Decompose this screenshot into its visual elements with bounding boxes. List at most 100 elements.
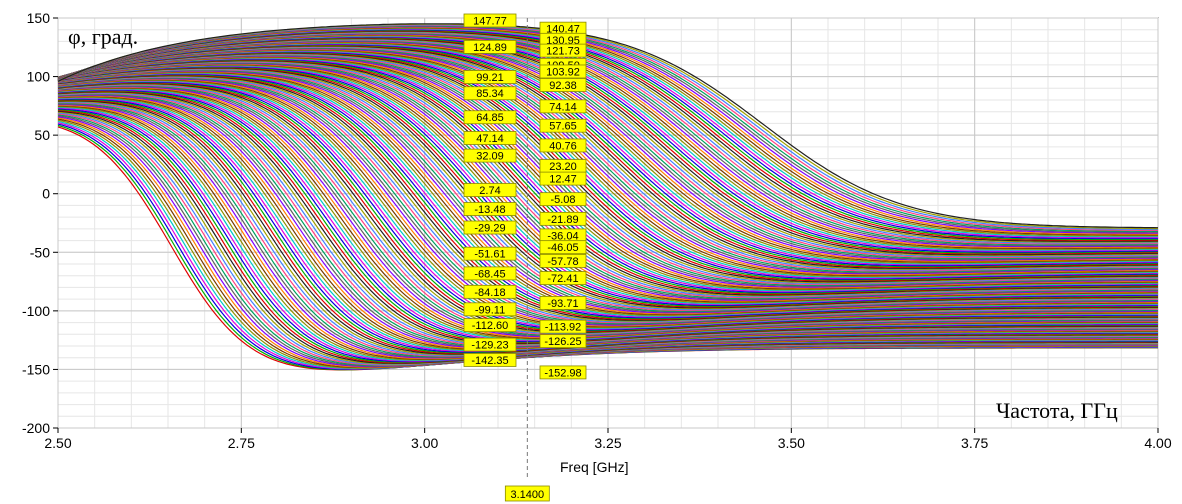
marker-label-right-box: [539, 240, 587, 255]
marker-label-left[interactable]: 147.77: [473, 16, 507, 28]
marker-label-left[interactable]: 2.74: [479, 185, 500, 197]
series-line: [57, 69, 1158, 311]
marker-label-left-box: [463, 246, 517, 261]
y-tick-label: -150: [22, 361, 50, 377]
series-line: [57, 23, 1159, 229]
series-line: [57, 71, 1158, 315]
series-line: [57, 79, 1158, 329]
marker-label-left-box: [463, 40, 517, 54]
series-line: [57, 71, 1159, 316]
marker-label-left[interactable]: 32.09: [476, 151, 504, 163]
x-tick-label: 3.75: [961, 435, 988, 451]
marker-label-right-box: [539, 253, 587, 268]
marker-label-left[interactable]: -29.29: [474, 223, 505, 235]
marker-label-left[interactable]: -51.61: [474, 249, 505, 261]
marker-label-right[interactable]: -152.98: [544, 367, 581, 379]
marker-label-left[interactable]: -142.35: [471, 355, 508, 367]
series-line: [57, 74, 1158, 320]
marker-label-left[interactable]: -112.60: [472, 320, 509, 332]
marker-label-left-box: [463, 70, 517, 84]
x-axis-label: Freq [GHz]: [560, 459, 628, 475]
marker-label-left[interactable]: -13.48: [474, 204, 505, 216]
series-line: [57, 73, 1158, 319]
marker-label-left-box: [463, 183, 517, 197]
marker-label-right-box: [539, 271, 587, 285]
marker-label-right[interactable]: 23.20: [549, 161, 577, 173]
marker-label-left[interactable]: 85.34: [476, 88, 504, 100]
marker-label-right[interactable]: 40.76: [549, 140, 577, 152]
marker-label-left[interactable]: 99.21: [476, 72, 504, 84]
marker-label-right[interactable]: -93.71: [547, 298, 578, 310]
marker-label-right-box: [539, 334, 587, 349]
marker-label-right[interactable]: -72.41: [547, 273, 578, 285]
curves: [57, 23, 1159, 371]
x-tick-label: 2.75: [228, 435, 255, 451]
marker-label-right[interactable]: 103.92: [546, 66, 580, 78]
series-line: [57, 78, 1159, 326]
marker-label-right-box: [539, 171, 587, 186]
marker-label-right-box: [539, 319, 587, 334]
y-tick-label: -100: [22, 303, 50, 319]
series-line: [57, 76, 1158, 323]
marker-label-left-box: [463, 302, 517, 317]
marker-label-left-box: [463, 202, 517, 216]
marker-label-right-box: [539, 99, 587, 114]
y-tick-label: -50: [30, 244, 50, 260]
marker-label-right[interactable]: -36.04: [547, 230, 578, 242]
x-tick-label: 4.00: [1144, 435, 1171, 451]
marker-label-right-box: [539, 192, 587, 207]
marker-label-right[interactable]: 92.38: [549, 80, 577, 92]
marker-label-right[interactable]: 57.65: [549, 121, 577, 133]
marker-label-left-box: [463, 220, 517, 235]
marker-x-box: [504, 485, 550, 502]
marker-label-left-box: [463, 13, 517, 28]
marker-label-left[interactable]: 47.14: [476, 133, 504, 145]
marker-label-left-box: [463, 131, 517, 145]
marker-label-left-box: [463, 284, 517, 299]
marker-label-right[interactable]: 74.14: [549, 101, 577, 113]
x-tick-label: 2.50: [44, 435, 71, 451]
marker-label-right[interactable]: 12.47: [549, 174, 577, 186]
marker-label-right[interactable]: 121.73: [546, 46, 580, 58]
marker-label-right[interactable]: -5.08: [550, 194, 575, 206]
marker-x-label[interactable]: 3.1400: [511, 489, 545, 501]
marker: 147.77 124.89 99.21 85.34 64.85 47.14 32.09 2.7…: [463, 13, 587, 502]
marker-label-left[interactable]: -99.11: [475, 304, 505, 316]
marker-label-left-box: [463, 266, 517, 281]
y-axis-label: φ, град.: [68, 24, 138, 49]
marker-label-right-box: [539, 64, 587, 79]
series-line: [57, 81, 1158, 331]
x-tick-label: 3.25: [594, 435, 621, 451]
marker-label-left-box: [463, 86, 517, 101]
marker-label-left[interactable]: -129.23: [471, 340, 508, 352]
marker-label-right[interactable]: -126.25: [544, 336, 581, 348]
marker-label-right[interactable]: -57.78: [547, 256, 578, 268]
series-line: [57, 74, 1158, 321]
marker-label-left-box: [463, 110, 517, 125]
marker-label-left[interactable]: -84.18: [474, 287, 505, 299]
marker-label-left[interactable]: 64.85: [476, 112, 504, 124]
marker-label-left-box: [463, 337, 517, 352]
marker-label-left-box: [463, 318, 517, 333]
marker-label-right-box: [539, 118, 587, 133]
marker-label-right[interactable]: 140.47: [546, 24, 580, 36]
marker-label-left-box: [463, 148, 517, 163]
marker-label-right-box: [539, 296, 587, 310]
marker-label-right-box: [539, 43, 587, 58]
marker-label-right-box: [539, 138, 587, 153]
marker-label-right[interactable]: -113.92: [545, 322, 582, 334]
series-line: [57, 72, 1158, 317]
x-tick-label: 3.00: [411, 435, 438, 451]
x-axis-label-top: Частота, ГГц: [996, 398, 1118, 423]
y-tick-label: 50: [34, 127, 50, 143]
marker-label-right[interactable]: -21.89: [547, 214, 578, 226]
marker-label-left-box: [463, 353, 517, 367]
marker-label-left[interactable]: -68.45: [474, 268, 505, 280]
series-line: [57, 70, 1158, 313]
marker-label-left[interactable]: 124.89: [473, 42, 507, 54]
marker-label-right-box: [539, 365, 587, 380]
marker-label-right[interactable]: -46.05: [547, 242, 578, 254]
x-tick-label: 3.50: [778, 435, 805, 451]
y-tick-label: 150: [27, 10, 51, 26]
